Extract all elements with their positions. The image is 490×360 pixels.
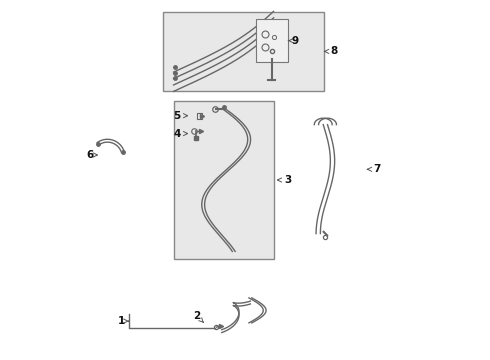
Bar <box>163 12 323 91</box>
Text: 9: 9 <box>289 36 298 46</box>
Text: 4: 4 <box>173 129 188 139</box>
Text: 2: 2 <box>193 311 203 322</box>
Bar <box>173 102 273 258</box>
Text: 5: 5 <box>173 111 188 121</box>
Text: 6: 6 <box>86 150 98 160</box>
Text: 8: 8 <box>324 46 338 57</box>
Bar <box>197 113 202 118</box>
Text: 1: 1 <box>118 316 128 326</box>
Text: 3: 3 <box>277 175 292 185</box>
Text: 7: 7 <box>368 164 381 174</box>
Bar <box>256 19 288 62</box>
